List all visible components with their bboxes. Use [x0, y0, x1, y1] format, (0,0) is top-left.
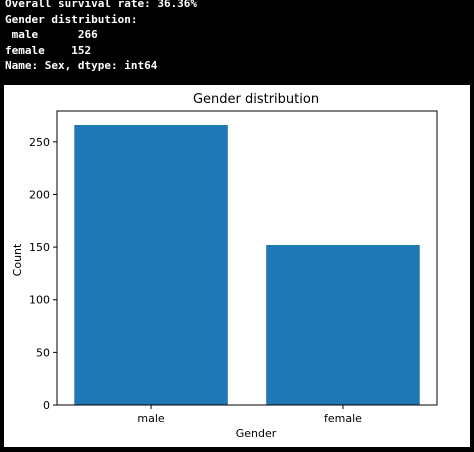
- console-output: Overall survival rate: 36.36% Gender dis…: [0, 0, 474, 80]
- console-line-survival-rate: Overall survival rate: 36.36%: [5, 0, 198, 10]
- console-line-gender-header: Gender distribution:: [5, 12, 138, 26]
- console-line-female-count: female 152: [5, 43, 92, 57]
- y-tick-label-50: 50: [36, 346, 50, 359]
- y-tick-label-250: 250: [29, 136, 50, 149]
- chart-title: Gender distribution: [193, 92, 319, 107]
- x-axis-label: Gender: [236, 427, 277, 440]
- x-axis: male female: [137, 405, 362, 425]
- bar-female: [266, 245, 420, 405]
- y-axis: 0 50 100 150 200 250: [29, 136, 57, 412]
- axes-frame: [56, 110, 438, 406]
- y-tick-label-100: 100: [29, 294, 50, 307]
- bar-chart: Gender distribution 0 50 100 150 200 250 male…: [4, 85, 470, 447]
- x-tick-label-female: female: [324, 412, 362, 425]
- y-tick-label-150: 150: [29, 241, 50, 254]
- console-line-male-count: male 266: [5, 28, 98, 42]
- bars-layer: [74, 125, 420, 405]
- y-tick-label-200: 200: [29, 188, 50, 201]
- y-axis-label: Count: [11, 243, 24, 276]
- console-line-dtype: Name: Sex, dtype: int64: [5, 59, 158, 73]
- bar-male: [74, 125, 228, 405]
- x-tick-label-male: male: [137, 412, 165, 425]
- y-tick-label-0: 0: [43, 399, 50, 412]
- chart-figure: Gender distribution 0 50 100 150 200 250 male…: [4, 85, 470, 447]
